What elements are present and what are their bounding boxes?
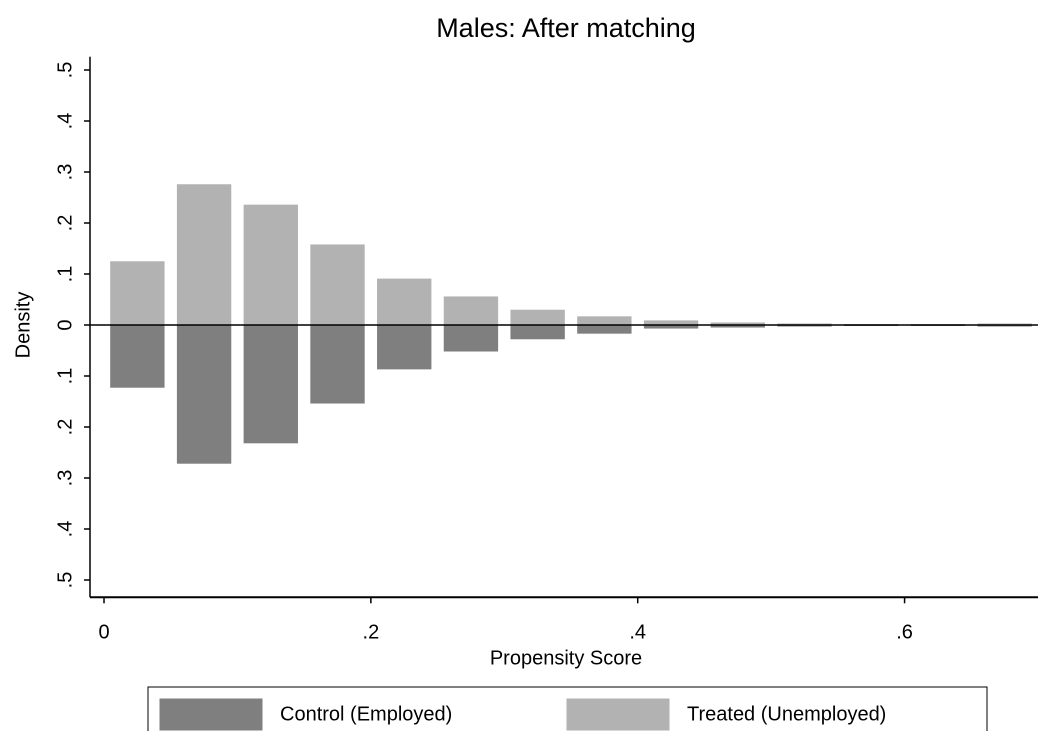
bar [443, 324, 499, 352]
bar [577, 324, 632, 334]
bar [310, 244, 365, 326]
y-tick-label: .5 [54, 572, 76, 589]
legend-swatch [159, 698, 263, 731]
legend-label: Control (Employed) [280, 703, 452, 725]
bar [510, 324, 565, 340]
x-tick-label: .2 [363, 621, 380, 643]
y-tick-label: .3 [54, 470, 76, 487]
x-tick-label: 0 [98, 621, 109, 643]
y-axis-label: Density [12, 292, 34, 359]
y-tick-label: .2 [54, 215, 76, 232]
bar [243, 204, 298, 326]
bar [110, 261, 165, 326]
bar [377, 324, 432, 370]
bar [510, 309, 565, 326]
y-tick-label: .5 [54, 62, 76, 79]
x-tick-label: .4 [629, 621, 646, 643]
bar [577, 316, 632, 326]
bar [377, 278, 432, 326]
y-tick-label: .2 [54, 419, 76, 436]
y-tick-label: .1 [54, 266, 76, 283]
y-tick-label: .4 [54, 113, 76, 130]
x-tick-label: .6 [896, 621, 913, 643]
y-tick-label: .4 [54, 521, 76, 538]
bar [243, 324, 298, 444]
bar [310, 324, 365, 404]
y-tick-label: .1 [54, 368, 76, 385]
y-tick-label: 0 [54, 319, 76, 330]
y-tick-label: .3 [54, 164, 76, 181]
legend-swatch [566, 698, 670, 731]
bar [110, 324, 165, 388]
bar [443, 296, 499, 326]
bar [176, 184, 232, 326]
bar [176, 324, 232, 464]
chart-title: Males: After matching [436, 13, 696, 43]
x-axis-label: Propensity Score [490, 647, 642, 669]
legend-label: Treated (Unemployed) [687, 703, 886, 725]
